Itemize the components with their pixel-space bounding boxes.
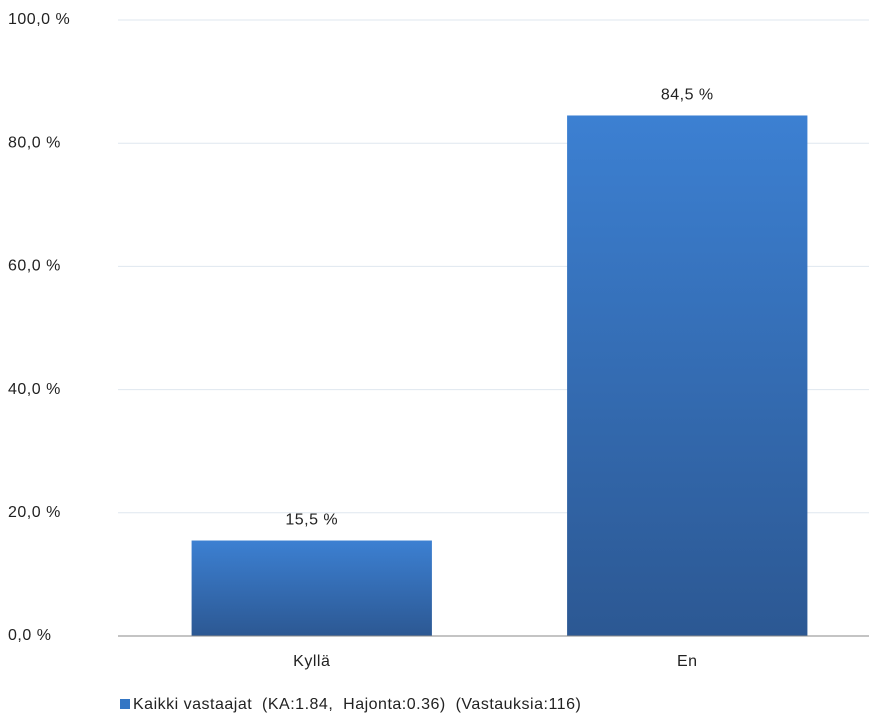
legend-swatch [120, 699, 130, 709]
y-tick-label: 100,0 % [8, 11, 70, 28]
y-tick-label: 60,0 % [8, 258, 61, 275]
bar [191, 540, 432, 636]
y-tick-label: 80,0 % [8, 134, 61, 151]
y-tick-label: 0,0 % [8, 627, 51, 644]
y-tick-label: 40,0 % [8, 381, 61, 398]
legend-label: Kaikki vastaajat (KA:1.84, Hajonta:0.36)… [133, 696, 581, 713]
x-tick-label: Kyllä [293, 653, 330, 670]
data-label: 15,5 % [285, 512, 338, 529]
bar [567, 115, 808, 637]
data-label: 84,5 % [661, 87, 714, 104]
x-tick-label: En [677, 653, 698, 670]
y-tick-label: 20,0 % [8, 504, 61, 521]
